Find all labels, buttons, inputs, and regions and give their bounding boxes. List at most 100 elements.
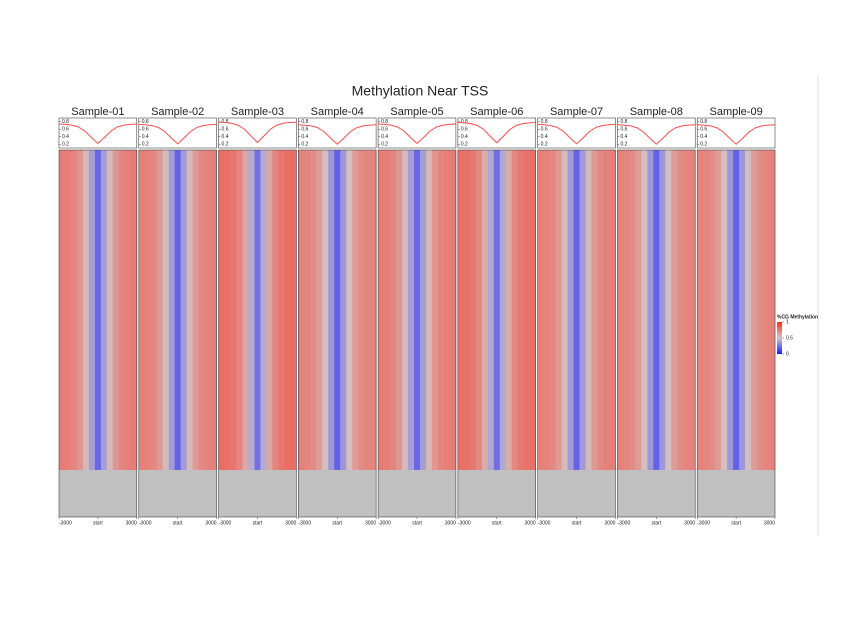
y-tick-label: 0.2: [222, 142, 229, 148]
heat-cell: [523, 150, 530, 470]
x-tick-label: 3000: [285, 520, 296, 526]
chart-title: Methylation Near TSS: [352, 83, 489, 99]
heat-cell: [505, 150, 513, 470]
heat-cell: [254, 150, 261, 470]
heat-cell: [739, 150, 746, 470]
heat-cell: [431, 150, 439, 470]
heat-cell: [266, 150, 273, 470]
heat-cell: [370, 150, 377, 470]
y-tick-label: 0.4: [461, 134, 468, 140]
x-tick-label: start: [332, 520, 342, 526]
heat-cell: [94, 150, 102, 470]
heat-cell: [298, 150, 305, 470]
heat-cell: [346, 150, 353, 470]
colorbar-tick-label: 0.5: [786, 335, 793, 341]
y-tick-label: 0.6: [381, 127, 388, 133]
profile-line: [457, 122, 536, 144]
heat-cell: [721, 150, 728, 470]
heat-cell: [517, 150, 525, 470]
heat-cell: [242, 150, 249, 470]
heat-cell: [425, 150, 433, 470]
heat-cell: [364, 150, 371, 470]
heat-cell: [64, 150, 72, 470]
heat-cell: [573, 150, 580, 470]
heat-cell: [218, 150, 225, 470]
y-tick-label: 0.2: [461, 142, 468, 148]
sample-label: Sample-07: [550, 106, 603, 118]
x-tick-label: -3000: [697, 520, 710, 526]
heat-cell: [186, 150, 193, 470]
x-tick-label: 3000: [365, 520, 376, 526]
sample-label: Sample-06: [470, 106, 523, 118]
heat-cell: [328, 150, 335, 470]
y-tick-label: 0.6: [461, 127, 468, 133]
profile-frame: [696, 117, 776, 149]
x-tick-label: -3000: [458, 520, 471, 526]
heat-cell: [537, 150, 544, 470]
heat-cell: [316, 150, 323, 470]
heat-cell: [493, 150, 501, 470]
y-tick-label: 0.8: [461, 119, 468, 125]
heat-cell: [603, 150, 610, 470]
x-tick-label: start: [173, 520, 183, 526]
profile-line: [697, 124, 776, 145]
heat-cell: [150, 150, 158, 470]
heat-cell: [76, 150, 84, 470]
heat-cell: [59, 150, 66, 470]
heat-cell: [561, 150, 568, 470]
heat-cell: [378, 150, 385, 470]
heat-cell: [396, 150, 403, 470]
heat-cell: [635, 150, 642, 470]
y-tick-label: 0.4: [620, 134, 627, 140]
heat-cell: [629, 150, 636, 470]
heat-cell: [272, 150, 279, 470]
heat-cell: [647, 150, 654, 470]
heat-cell: [82, 150, 90, 470]
heat-cell: [715, 150, 722, 470]
heat-cell: [130, 150, 138, 470]
x-tick-label: -3000: [219, 520, 232, 526]
heat-cell: [70, 150, 78, 470]
heat-cell: [118, 150, 126, 470]
heat-cell: [457, 150, 465, 470]
sample-label: Sample-04: [311, 106, 364, 118]
heat-cell: [230, 150, 237, 470]
x-tick-label: start: [253, 520, 263, 526]
colorbar-title: %CG Methylation: [777, 314, 818, 320]
y-tick-label: 0.2: [62, 142, 69, 148]
heat-cell: [757, 150, 764, 470]
heat-cell: [751, 150, 758, 470]
y-tick-label: 0.6: [620, 127, 627, 133]
y-tick-label: 0.2: [301, 142, 308, 148]
heat-cell: [124, 150, 132, 470]
heat-cell: [408, 150, 415, 470]
y-tick-label: 0.6: [301, 127, 308, 133]
x-tick-label: 3000: [445, 520, 456, 526]
y-tick-label: 0.2: [620, 142, 627, 148]
profile-frame: [457, 117, 536, 149]
heat-cell: [390, 150, 397, 470]
y-tick-label: 0.8: [142, 119, 149, 125]
profile-frame: [298, 117, 377, 149]
colorbar-tick-label: 1: [786, 319, 789, 325]
heat-cell: [402, 150, 409, 470]
heat-cell: [284, 150, 291, 470]
y-tick-label: 0.8: [301, 119, 308, 125]
x-tick-label: -3000: [538, 520, 551, 526]
heat-cell: [727, 150, 734, 470]
heat-cell: [414, 150, 421, 470]
y-tick-label: 0.4: [222, 134, 229, 140]
heat-cell: [112, 150, 120, 470]
y-tick-label: 0.8: [62, 119, 69, 125]
x-tick-label: start: [93, 520, 103, 526]
x-tick-label: 3000: [205, 520, 216, 526]
y-tick-label: 0.8: [620, 119, 627, 125]
profile-line: [58, 123, 137, 145]
x-tick-label: 3000: [764, 520, 775, 526]
heat-cell: [334, 150, 341, 470]
heat-cell: [555, 150, 562, 470]
x-tick-label: start: [412, 520, 422, 526]
profile-line: [537, 123, 616, 145]
heat-cell: [322, 150, 329, 470]
